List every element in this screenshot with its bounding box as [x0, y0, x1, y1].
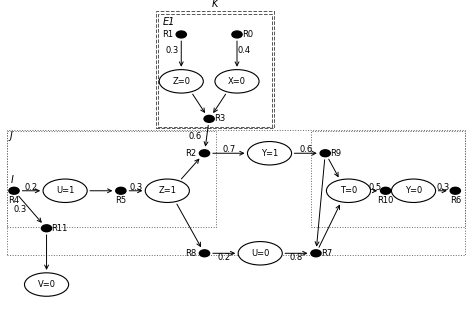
Ellipse shape	[159, 70, 203, 93]
Text: 0.8: 0.8	[290, 254, 303, 263]
Text: U=0: U=0	[251, 249, 269, 258]
Text: R1: R1	[162, 30, 173, 39]
Ellipse shape	[238, 241, 283, 265]
Text: R8: R8	[185, 249, 196, 258]
Text: R4: R4	[9, 197, 19, 205]
Ellipse shape	[327, 179, 371, 203]
Text: R5: R5	[115, 197, 127, 205]
Text: 0.2: 0.2	[25, 182, 38, 191]
Text: 0.7: 0.7	[222, 145, 236, 154]
Circle shape	[9, 187, 19, 194]
Circle shape	[232, 31, 242, 38]
Ellipse shape	[25, 273, 69, 296]
Circle shape	[200, 150, 210, 157]
Text: 0.6: 0.6	[189, 131, 202, 141]
Text: K: K	[212, 0, 218, 10]
Text: 0.5: 0.5	[369, 182, 382, 191]
Text: R9: R9	[330, 149, 341, 158]
Circle shape	[200, 250, 210, 257]
Ellipse shape	[215, 70, 259, 93]
Text: R7: R7	[321, 249, 332, 258]
Text: 0.3: 0.3	[436, 182, 449, 191]
Text: X=0: X=0	[228, 77, 246, 86]
Text: R0: R0	[242, 30, 253, 39]
Circle shape	[176, 31, 186, 38]
Ellipse shape	[392, 179, 436, 203]
Text: R3: R3	[214, 114, 226, 123]
Circle shape	[320, 150, 330, 157]
Text: R10: R10	[377, 197, 394, 205]
Text: Y=0: Y=0	[405, 186, 422, 195]
Circle shape	[311, 250, 321, 257]
Text: 0.3: 0.3	[165, 46, 179, 55]
Text: 0.6: 0.6	[299, 145, 312, 154]
Circle shape	[41, 225, 52, 232]
Circle shape	[116, 187, 126, 194]
Text: Z=1: Z=1	[158, 186, 176, 195]
Text: R6: R6	[450, 197, 461, 205]
Ellipse shape	[145, 179, 190, 203]
Text: U=1: U=1	[56, 186, 74, 195]
Text: Z=0: Z=0	[172, 77, 190, 86]
Text: J: J	[9, 131, 12, 141]
Text: Y=1: Y=1	[261, 149, 278, 158]
Text: 0.3: 0.3	[129, 182, 143, 191]
Text: V=0: V=0	[37, 280, 55, 289]
Circle shape	[204, 115, 214, 122]
Text: 0.3: 0.3	[13, 205, 27, 214]
Text: T=0: T=0	[340, 186, 357, 195]
Ellipse shape	[247, 142, 292, 165]
Text: 0.4: 0.4	[237, 46, 251, 55]
Text: E1: E1	[163, 17, 175, 27]
Text: R11: R11	[52, 224, 68, 233]
Text: I: I	[10, 175, 13, 185]
Circle shape	[381, 187, 391, 194]
Circle shape	[450, 187, 460, 194]
Text: R2: R2	[185, 149, 196, 158]
Ellipse shape	[43, 179, 87, 203]
Text: 0.2: 0.2	[218, 254, 231, 263]
